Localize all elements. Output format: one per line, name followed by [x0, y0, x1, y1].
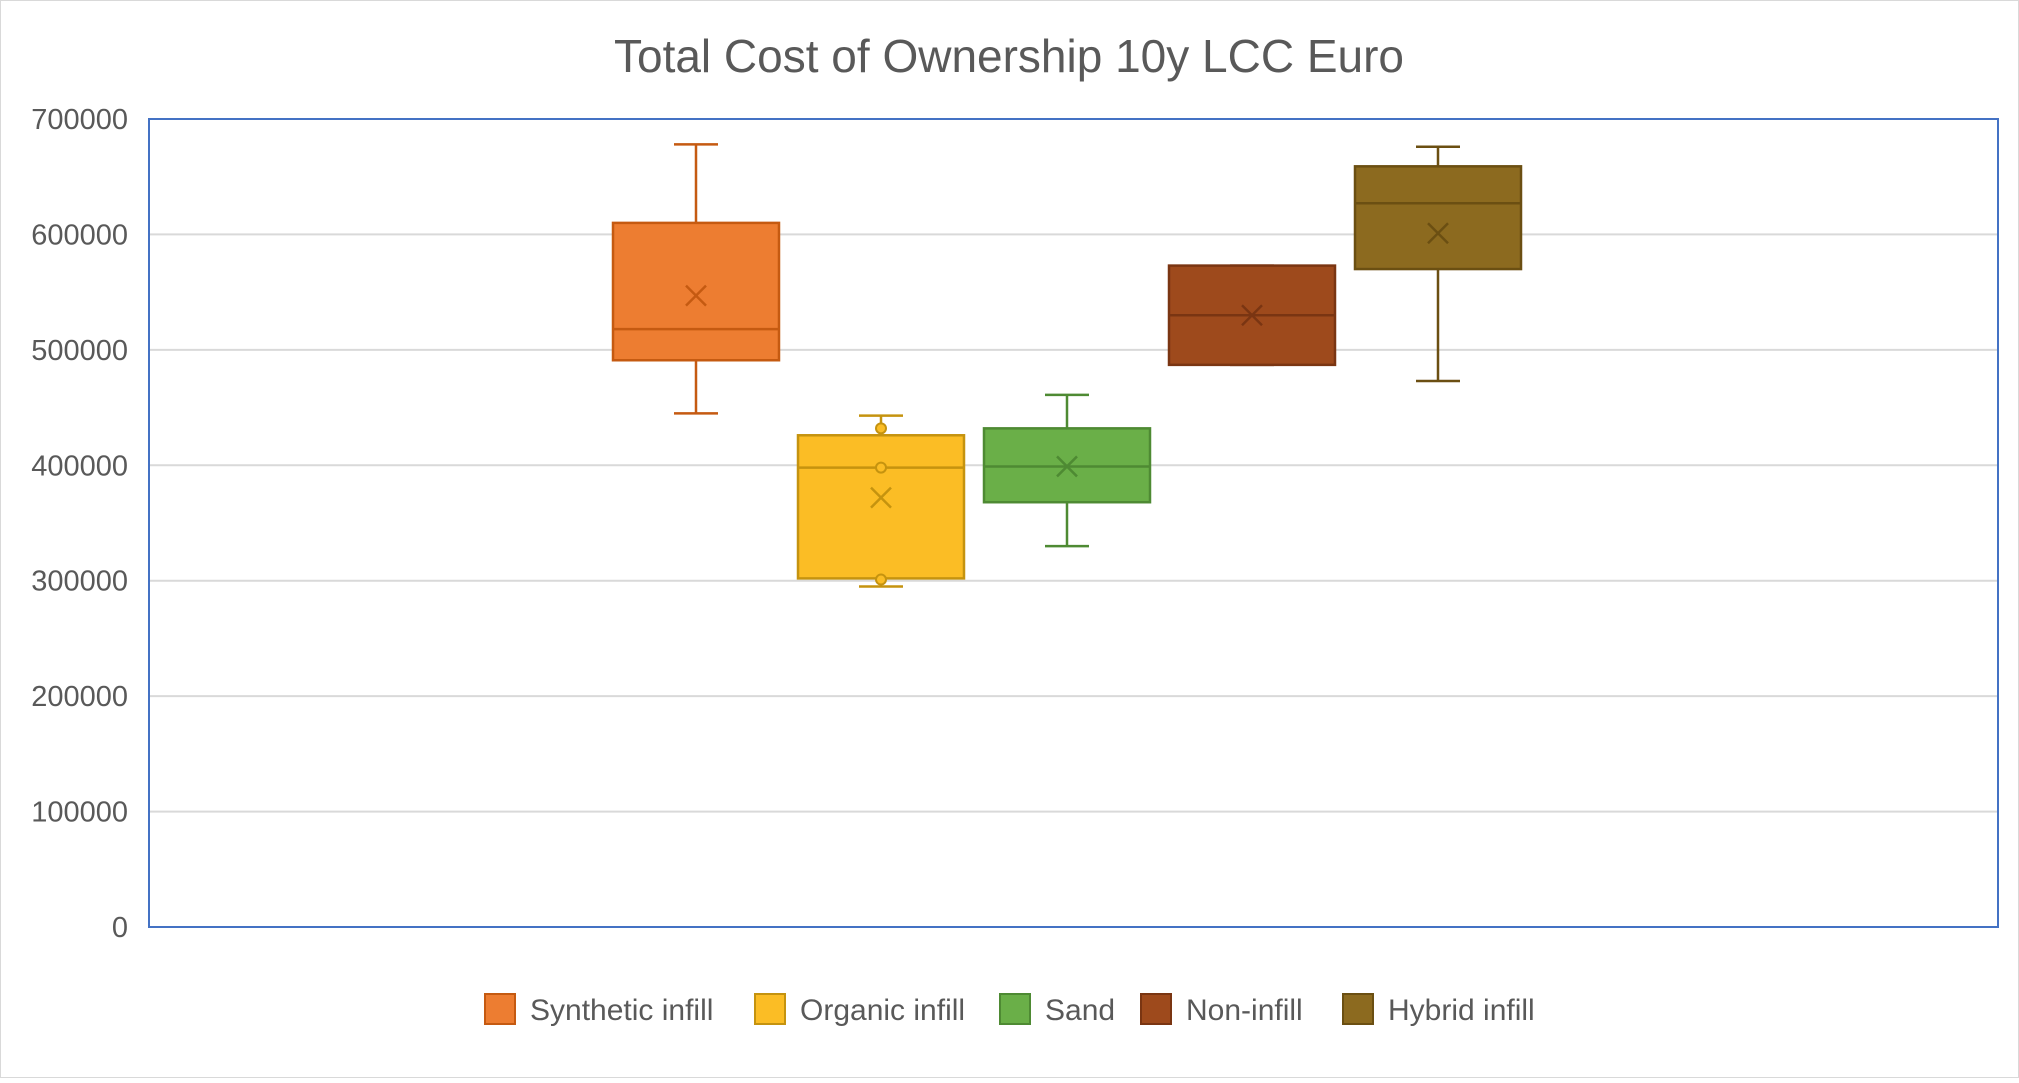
- y-tick-label: 400000: [31, 450, 128, 482]
- box: [1353, 165, 1523, 271]
- box-organic-infill: [796, 414, 966, 588]
- legend-swatch: [1342, 993, 1374, 1025]
- mean-marker: [1427, 222, 1449, 245]
- legend-item: Synthetic infill: [484, 993, 713, 1027]
- y-tick-label: 700000: [31, 104, 128, 136]
- legend-swatch: [484, 993, 516, 1025]
- mean-marker: [870, 486, 892, 509]
- legend: Synthetic infill Organic infill Sand Non-in…: [484, 993, 1535, 1027]
- legend-swatch: [999, 993, 1031, 1025]
- legend-label: Synthetic infill: [530, 994, 713, 1027]
- legend-label: Organic infill: [800, 994, 965, 1027]
- data-point: [875, 461, 887, 474]
- legend-swatch: [754, 993, 786, 1025]
- chart-title: Total Cost of Ownership 10y LCC Euro: [614, 30, 1404, 82]
- legend-item: Organic infill: [754, 993, 965, 1027]
- y-tick-label: 300000: [31, 566, 128, 598]
- gridlines: [149, 233, 1998, 813]
- y-tick-label: 200000: [31, 681, 128, 713]
- legend-label: Hybrid infill: [1388, 994, 1535, 1027]
- y-tick-label: 100000: [31, 797, 128, 829]
- y-tick-label: 0: [112, 912, 128, 944]
- legend-item: Sand: [999, 993, 1115, 1027]
- legend-item: Non-infill: [1140, 993, 1303, 1027]
- box-sand: [982, 393, 1152, 548]
- data-point: [875, 422, 887, 435]
- box-series: [611, 143, 1523, 588]
- y-tick-label: 500000: [31, 335, 128, 367]
- mean-marker: [1241, 304, 1263, 327]
- box-non-infill: [1167, 264, 1337, 367]
- box-hybrid-infill: [1353, 145, 1523, 383]
- legend-label: Sand: [1045, 994, 1115, 1027]
- y-axis-tick-labels: 0 100000 200000 300000 400000 500000 600000 700…: [31, 104, 128, 944]
- plot-area-border: [148, 118, 1999, 928]
- legend-item: Hybrid infill: [1342, 993, 1535, 1027]
- data-point: [875, 573, 887, 586]
- legend-swatch: [1140, 993, 1172, 1025]
- box: [611, 221, 781, 362]
- y-tick-label: 600000: [31, 219, 128, 251]
- box: [796, 434, 966, 580]
- mean-marker: [1056, 455, 1078, 478]
- mean-marker: [685, 284, 707, 307]
- box-synthetic-infill: [611, 143, 781, 415]
- legend-label: Non-infill: [1186, 994, 1303, 1027]
